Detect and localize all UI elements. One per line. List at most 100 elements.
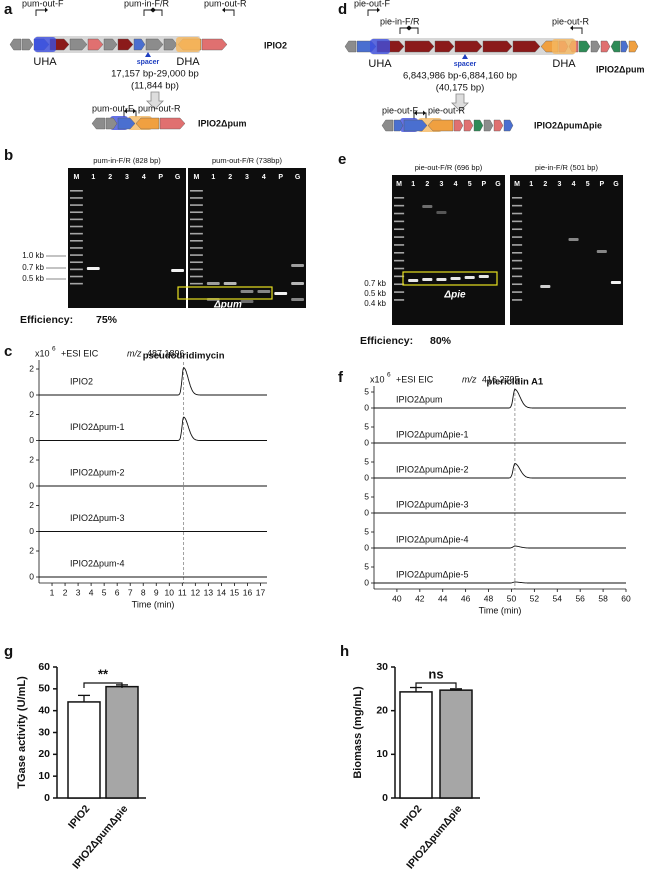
gene (117, 38, 134, 51)
gene (145, 38, 164, 51)
highlight-box (402, 271, 498, 286)
y-axis-label: Biomass (mg/mL) (352, 686, 364, 779)
ladder-band (190, 268, 203, 271)
ladder-band (394, 267, 405, 270)
primer-arrow (153, 9, 163, 16)
ladder-band (512, 244, 523, 246)
x-tick-label: 44 (438, 593, 448, 603)
strain-label: IPIO2 (264, 40, 287, 50)
gel-band (596, 250, 607, 253)
y-tick-label: 0 (364, 472, 369, 482)
x-tick-label: 11 (178, 587, 187, 597)
x-tick-label: 7 (128, 587, 133, 597)
gel-band (436, 211, 447, 214)
y-tick-label: 2 (29, 545, 34, 555)
spacer-label: spacer (137, 59, 160, 66)
uha-box (370, 39, 390, 54)
x-tick-label: 15 (230, 587, 240, 597)
lane-label: 3 (557, 181, 561, 188)
y-tick-label: 0 (364, 507, 369, 517)
ladder-band (190, 225, 203, 228)
primer-arrow (225, 9, 235, 16)
lane-label: P (158, 174, 163, 181)
ladder-band (70, 232, 83, 235)
ladder-band (70, 247, 83, 249)
band-label: Δpum (213, 300, 242, 311)
lane-label: 4 (454, 181, 458, 188)
lane-label: 2 (228, 174, 232, 181)
gene (117, 117, 136, 130)
ladder-band (394, 259, 405, 262)
gel-image (510, 175, 623, 325)
significance-label: ** (98, 666, 109, 681)
panel-label: h (340, 643, 349, 660)
x-tick-label: 2 (63, 587, 68, 597)
lane-label: 4 (142, 174, 146, 181)
lane-label: 1 (211, 174, 215, 181)
lane-label: 1 (91, 174, 95, 181)
primer-head (124, 108, 127, 114)
efficiency-label: Efficiency: (20, 314, 73, 326)
ladder-band (190, 204, 203, 206)
gel-band (436, 278, 447, 281)
ladder-band (190, 254, 203, 256)
bar (67, 701, 101, 799)
gene (453, 119, 464, 132)
gene (434, 40, 455, 53)
y-tick-label: 10 (38, 770, 50, 782)
x-tick-label: 42 (415, 593, 425, 603)
gel-band (478, 275, 489, 278)
ladder-band (190, 190, 203, 192)
ladder-band (190, 247, 203, 249)
y-tick-label: 0 (29, 526, 34, 536)
y-tick-label: 20 (376, 704, 388, 716)
length-label: (11,844 bp) (131, 81, 179, 92)
y-tick-label: 5 (364, 386, 369, 396)
primer-label: pie-out-R (552, 16, 590, 26)
y-tick-label: 0 (382, 792, 388, 804)
trace-name: IPIO2Δpum-3 (70, 513, 125, 523)
gel-band (86, 267, 100, 270)
dha-label: DHA (176, 56, 200, 68)
gel-band (274, 292, 288, 295)
ladder-band (512, 228, 523, 231)
y-axis-label: TGase activity (U/mL) (16, 676, 28, 789)
mutant-label: IPIO2Δpum (198, 118, 246, 128)
lane-label: 4 (262, 174, 266, 181)
range-label: 17,157 bp-29,000 bp (111, 69, 199, 80)
primer-head (406, 25, 409, 31)
gene (344, 40, 357, 53)
y-tick-label: 5 (364, 561, 369, 571)
y-tick-label: 2 (29, 409, 34, 419)
panel-label: d (338, 1, 347, 18)
gel-band (171, 269, 184, 272)
gene (590, 40, 601, 53)
lane-label: M (194, 174, 200, 181)
ladder-band (512, 220, 523, 223)
lane-label: 2 (425, 181, 429, 188)
x-tick-label: 9 (154, 587, 159, 597)
ladder-band (394, 220, 405, 223)
ladder-band (394, 283, 405, 286)
gene (482, 40, 513, 53)
gene (91, 117, 106, 130)
ladder-band (70, 282, 83, 285)
length-label: (40,175 bp) (436, 83, 485, 94)
gene (135, 117, 160, 130)
x-axis-label: Time (min) (479, 605, 522, 615)
primer-arrow (127, 110, 137, 117)
ladder-band (394, 299, 405, 301)
x-axis-label: Time (min) (132, 599, 175, 609)
ladder-band (190, 232, 203, 235)
y-tick-label: 10 (376, 748, 388, 760)
ladder-band (512, 252, 523, 254)
ladder-band (512, 283, 523, 286)
trace-name: IPIO2ΔpumΔpie-2 (396, 464, 469, 474)
ion-mode: +ESI EIC (61, 348, 99, 358)
lane-label: 5 (468, 181, 472, 188)
lane-label: G (295, 174, 301, 181)
lane-label: M (74, 174, 80, 181)
lane-label: P (278, 174, 283, 181)
panel-label: c (4, 343, 12, 360)
x-tick-label: IPIO2 (66, 803, 93, 831)
